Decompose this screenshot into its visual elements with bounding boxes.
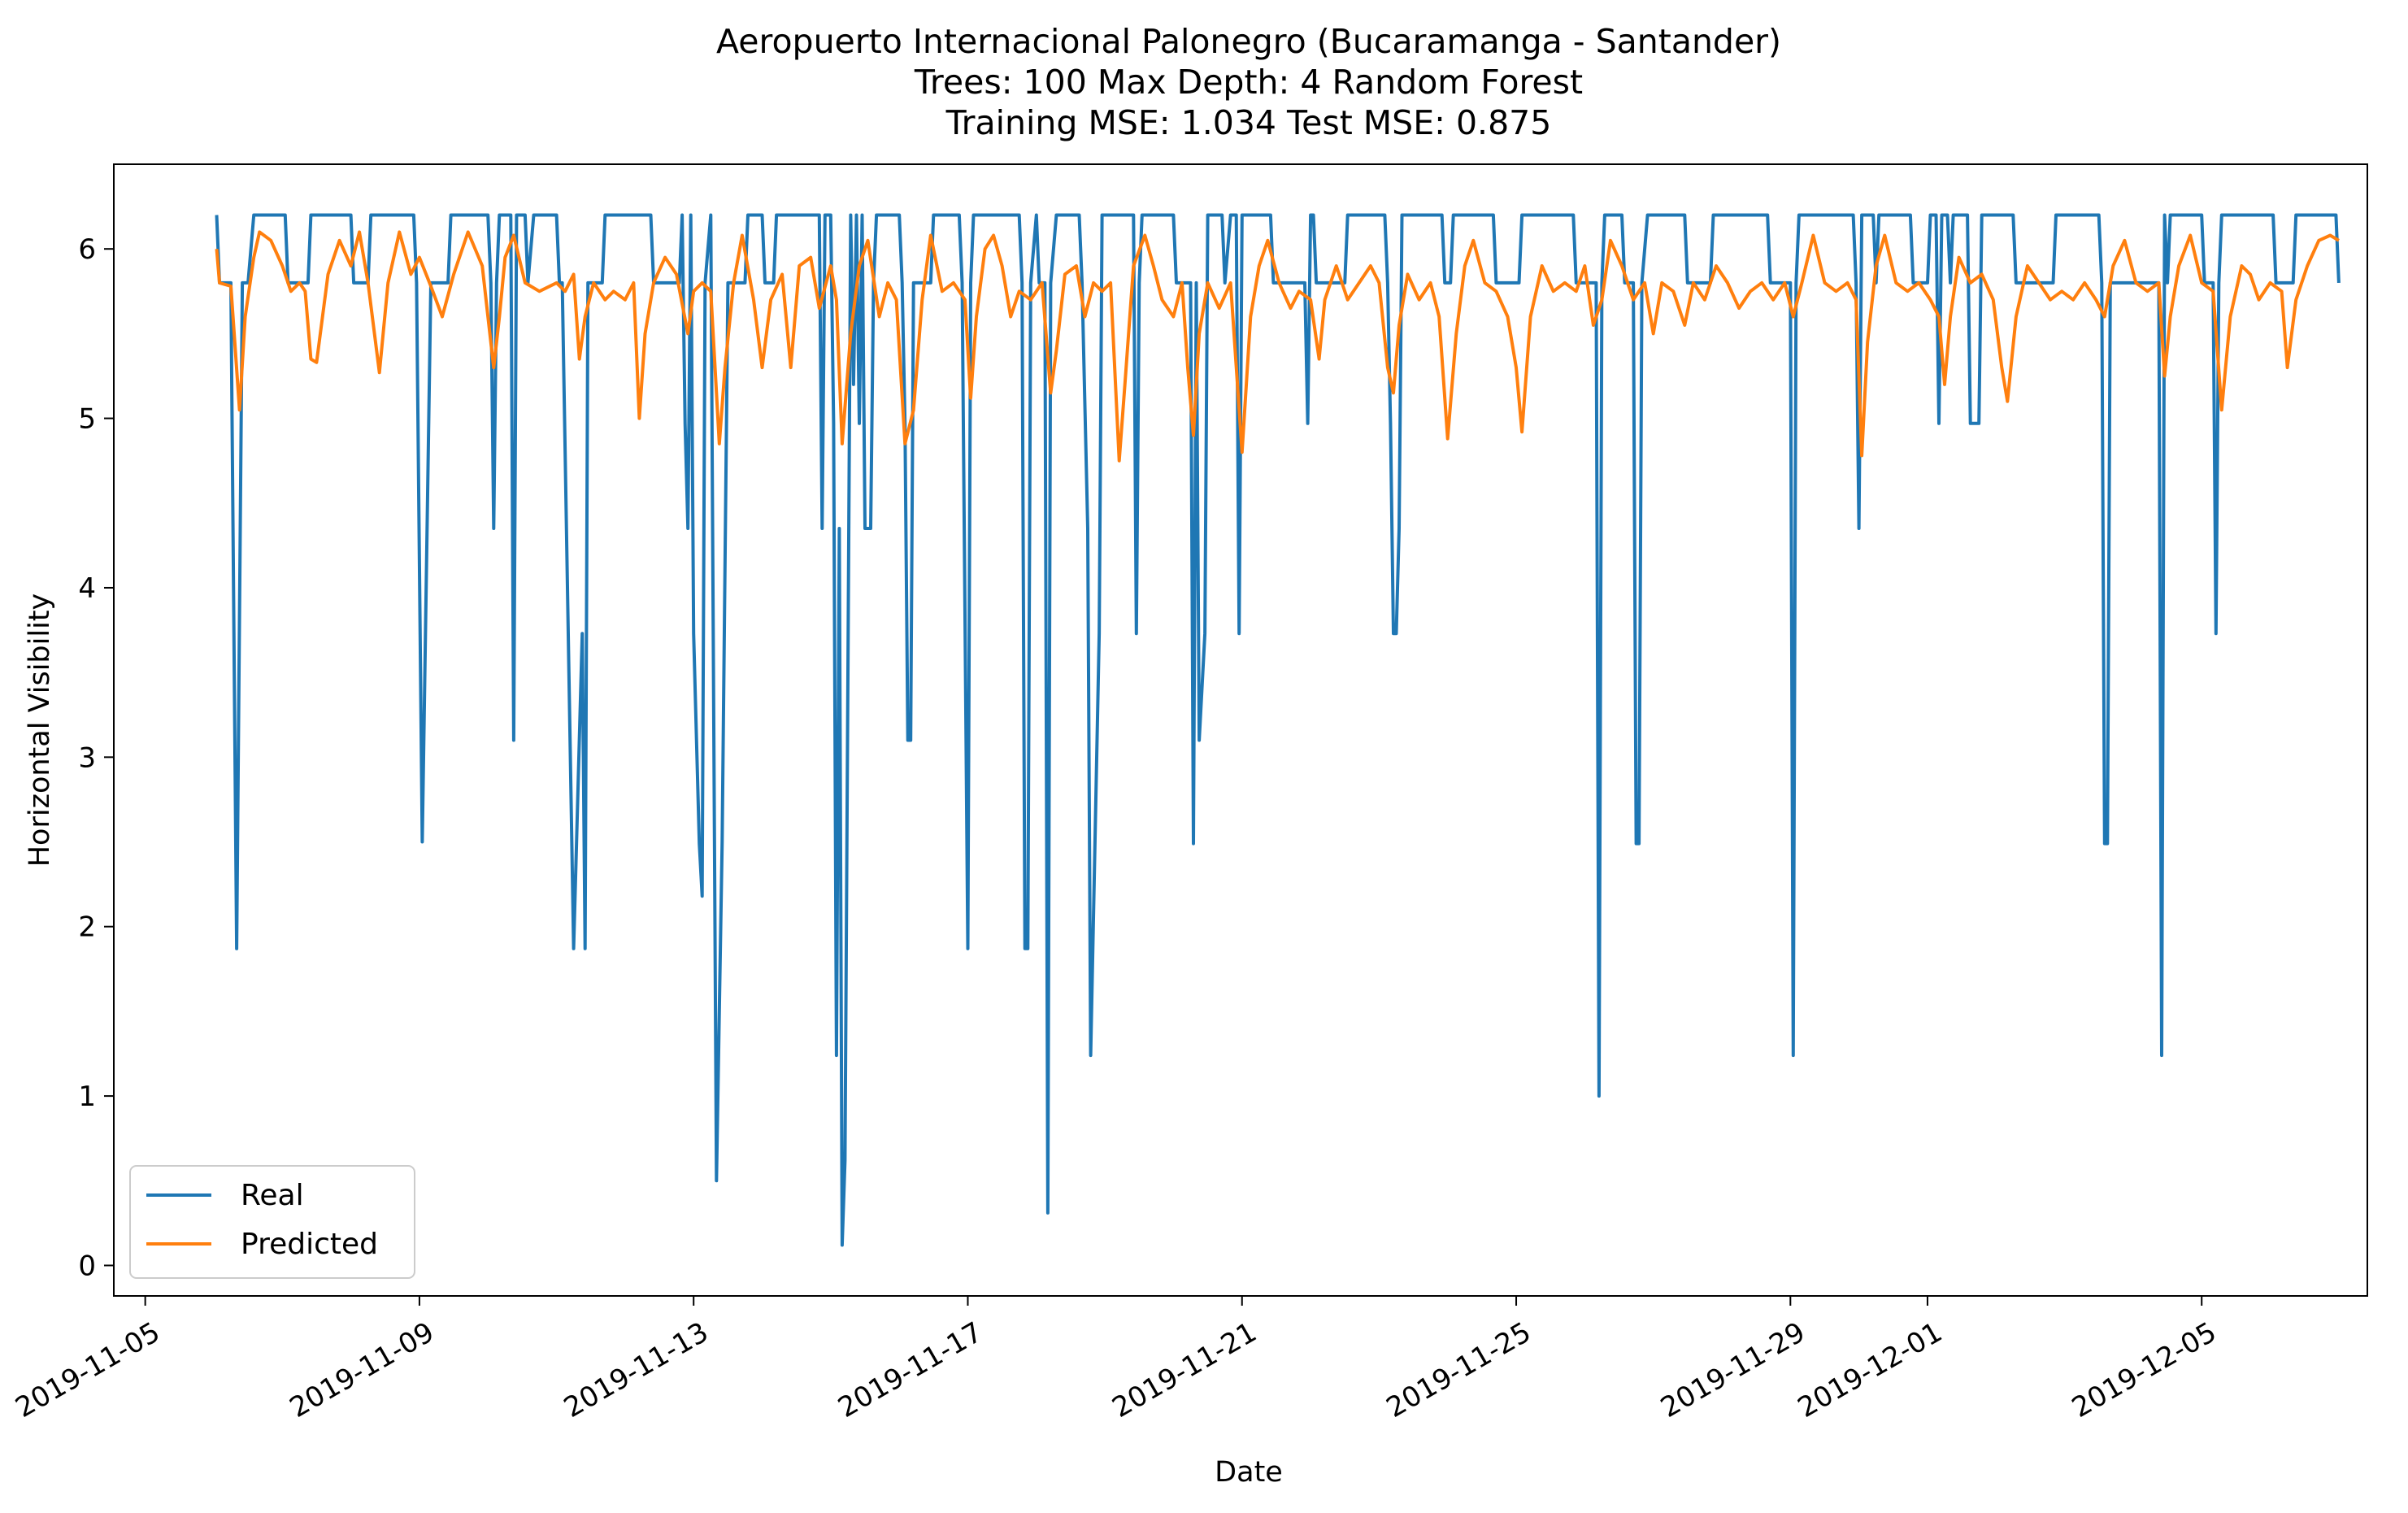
y-tick-label: 1 xyxy=(78,1080,96,1113)
chart-title-line-2: Trees: 100 Max Depth: 4 Random Forest xyxy=(914,63,1583,102)
x-axis-label: Date xyxy=(1215,1456,1283,1489)
legend-label-predicted: Predicted xyxy=(241,1228,378,1261)
y-tick-label: 2 xyxy=(78,911,96,944)
legend: Real Predicted xyxy=(129,1165,415,1279)
y-tick-label: 3 xyxy=(78,741,96,774)
y-axis-label: Horizontal Visibility xyxy=(24,593,56,867)
series-line-real xyxy=(215,213,2341,1247)
y-tick-label: 5 xyxy=(78,403,96,436)
y-tick-label: 0 xyxy=(78,1250,96,1282)
series-line-predicted xyxy=(215,230,2340,463)
series-layer xyxy=(215,213,2341,1247)
y-tick-label: 6 xyxy=(78,233,96,266)
y-axis: 0 1 2 3 4 5 6 xyxy=(78,233,114,1282)
legend-label-real: Real xyxy=(241,1179,304,1212)
y-tick-label: 4 xyxy=(78,572,96,605)
chart-title-line-1: Aeropuerto Internacional Palonegro (Buca… xyxy=(716,22,1781,61)
plot-frame xyxy=(113,163,2368,1297)
chart-title-line-3: Training MSE: 1.034 Test MSE: 0.875 xyxy=(945,103,1552,142)
